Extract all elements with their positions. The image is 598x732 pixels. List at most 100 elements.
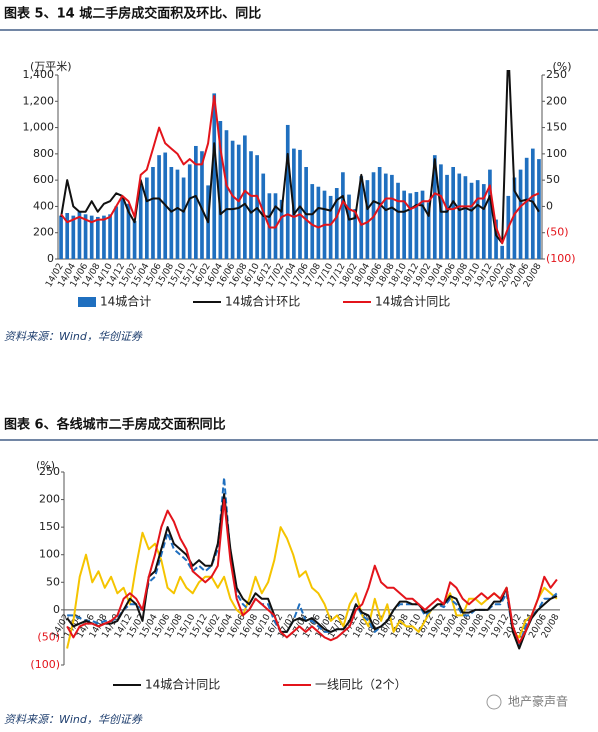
bar (414, 191, 419, 259)
bar (169, 167, 174, 259)
bar (457, 173, 462, 259)
bar (390, 174, 394, 259)
chart-title: 图表 6、各线城市二手房成交面积同比 (4, 417, 226, 433)
y2-tick-label: 250 (546, 68, 567, 81)
bar (126, 203, 131, 259)
bar (200, 151, 204, 259)
bar (144, 177, 149, 259)
bar (365, 180, 370, 259)
y2-tick-label: 50 (546, 173, 560, 186)
bar (120, 197, 125, 259)
bar (341, 172, 345, 259)
watermark: 地产豪声音 (508, 694, 568, 709)
y-tick-label: 1,200 (23, 94, 55, 107)
bar (396, 182, 400, 259)
y-axis-unit: (%) (36, 459, 55, 472)
series-line (60, 95, 540, 245)
y-tick-label: 600 (33, 173, 54, 186)
bar (475, 180, 480, 259)
y2-axis-unit: (%) (552, 60, 571, 73)
bar (347, 194, 351, 259)
bar (451, 167, 456, 259)
bar (463, 176, 468, 259)
bar (181, 177, 186, 259)
bar (279, 199, 284, 259)
bar (230, 140, 235, 259)
bar (432, 155, 437, 259)
bar (500, 245, 505, 259)
y-tick-label: 50 (46, 575, 60, 588)
y2-tick-label: (100) (546, 252, 576, 265)
y-tick-label: 200 (39, 493, 60, 506)
bar (524, 157, 529, 259)
bar (292, 148, 296, 259)
y-tick-label: (50) (37, 630, 60, 643)
bar (77, 211, 82, 259)
bar (102, 215, 106, 259)
bar (249, 151, 253, 259)
bar (71, 215, 76, 259)
y-tick-label: 1,000 (23, 121, 55, 134)
bar (187, 164, 192, 259)
chart-title: 图表 5、14 城二手房成交面积及环比、同比 (4, 6, 261, 22)
plot (59, 70, 541, 260)
y-tick-label: (100) (30, 658, 60, 671)
bar (83, 214, 88, 259)
bar (420, 190, 425, 259)
bar (224, 130, 229, 259)
bar (285, 124, 290, 259)
source: 资料来源：Wind，华创证券 (4, 330, 143, 343)
legend-label: 14城合计同比 (145, 677, 220, 692)
bar (383, 173, 388, 259)
y2-tick-label: 100 (546, 147, 567, 160)
y2-tick-label: 0 (546, 199, 553, 212)
bar (488, 169, 492, 259)
bar (426, 202, 431, 259)
y-tick-label: 250 (39, 465, 60, 478)
y-tick-label: 400 (33, 199, 54, 212)
legend-label: 14城合计 (100, 294, 151, 309)
bar (65, 213, 70, 259)
bar (95, 216, 100, 259)
bar (469, 182, 474, 259)
bar (328, 195, 333, 259)
y2-tick-label: (50) (546, 226, 569, 239)
bar (175, 169, 180, 259)
bar (316, 186, 321, 259)
bar (518, 169, 523, 259)
y-tick-label: 150 (39, 520, 60, 533)
legend-swatch (78, 297, 96, 307)
y-tick-label: 1,400 (23, 68, 55, 81)
y-tick-label: 800 (33, 147, 54, 160)
watermark-icon (486, 694, 502, 710)
bar (151, 167, 155, 259)
bar (298, 149, 302, 259)
bar (310, 184, 315, 259)
y-tick-label: 100 (39, 548, 60, 561)
bar (445, 174, 449, 259)
series-line (66, 498, 558, 644)
bar (402, 190, 406, 259)
bar (59, 215, 63, 259)
source: 资料来源：Wind，华创证券 (4, 713, 143, 726)
bar (334, 188, 339, 259)
bar (512, 177, 517, 259)
bar (218, 121, 223, 259)
bar (132, 220, 137, 259)
bar (108, 214, 112, 259)
legend-label: 14城合计环比 (225, 294, 300, 309)
y-axis-unit: (万平米) (30, 60, 72, 73)
bar (537, 159, 541, 259)
y-tick-label: 0 (53, 603, 60, 616)
bar (138, 185, 143, 259)
bar (243, 135, 247, 259)
bar (353, 209, 357, 259)
bar (377, 167, 382, 259)
y-tick-label: 0 (47, 252, 54, 265)
bar (212, 93, 217, 260)
bar (481, 184, 486, 259)
legend-label: 一线同比（2个） (315, 678, 407, 692)
plot (66, 476, 558, 650)
bar (157, 155, 161, 259)
